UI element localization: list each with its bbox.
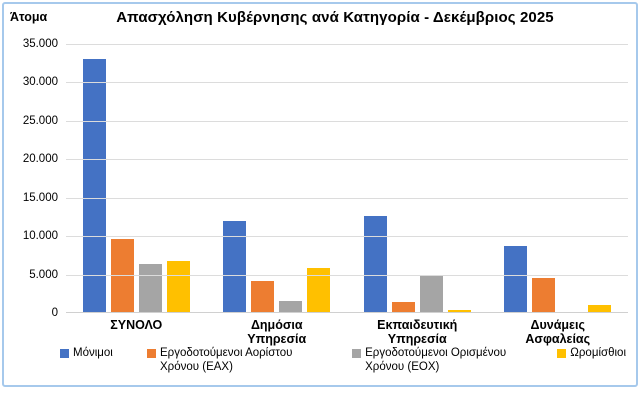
bar-Εργοδοτούμενοι Ορισμένου Χρόνου (ΕΟΧ)-ΣΥΝΟΛΟ	[138, 263, 162, 312]
bar-Μόνιμοι-Δημόσια Υπηρεσία	[223, 220, 247, 312]
y-axis-tick-label: 5.000	[29, 268, 58, 281]
legend-item: Μόνιμοι	[60, 346, 113, 360]
bar-Μόνιμοι-Δυνάμεις Ασφαλείας	[504, 246, 528, 312]
gridline	[66, 44, 628, 45]
bar-Εργοδοτούμενοι Αορίστου Χρόνου (ΕΑΧ)-Δυνάμεις Ασφαλείας	[532, 278, 556, 312]
bar-group	[207, 44, 348, 312]
legend-item: Εργοδοτούμενοι Ορισμένου Χρόνου (ΕΟΧ)	[352, 346, 523, 375]
gridline	[66, 274, 628, 276]
bar-group	[488, 44, 629, 312]
y-axis-tick-labels: 35.000 30.000 25.000 20.000 15.000 10.000 5.00…	[4, 38, 60, 319]
bar-Μόνιμοι-ΣΥΝΟΛΟ	[82, 59, 106, 312]
bar-Μόνιμοι-Εκπαιδευτική Υπηρεσία	[363, 216, 387, 312]
legend-item: Ωρομίσθιοι	[557, 346, 626, 360]
bar-Ωρομίσθιοι-Δυνάμεις Ασφαλείας	[588, 305, 612, 312]
y-axis-title: Άτομα	[10, 10, 48, 24]
bar-Εργοδοτούμενοι Αορίστου Χρόνου (ΕΑΧ)-Δημόσια Υπηρεσία	[251, 280, 275, 312]
legend-label: Εργοδοτούμενοι Ορισμένου Χρόνου (ΕΟΧ)	[365, 347, 507, 374]
category-label: Δημόσια Υπηρεσία	[247, 318, 307, 347]
gridline	[66, 236, 628, 238]
plot-area	[66, 44, 628, 313]
category-label: Εκπαιδευτική Υπηρεσία	[377, 318, 458, 347]
bar-Εργοδοτούμενοι Αορίστου Χρόνου (ΕΑΧ)-Εκπαιδευτική Υπηρεσία	[391, 302, 415, 312]
gridline	[66, 197, 628, 199]
legend-label: Μόνιμοι	[73, 347, 113, 359]
gridline	[66, 82, 628, 84]
gridline	[66, 159, 628, 161]
bar-Εργοδοτούμενοι Ορισμένου Χρόνου (ΕΟΧ)-Εκπαιδευτική Υπηρεσία	[419, 275, 443, 312]
legend-swatch-icon	[352, 349, 362, 358]
y-axis-tick-label: 0	[51, 307, 58, 319]
x-axis-category-labels: ΣΥΝΟΛΟ Δημόσια Υπηρεσία Εκπαιδευτική Υπηρε…	[66, 318, 628, 347]
bar-Ωρομίσθιοι-Εκπαιδευτική Υπηρεσία	[447, 310, 471, 312]
bar-groups	[66, 44, 628, 312]
chart-frame: Άτομα Απασχόληση Κυβέρνησης ανά Κατηγορί…	[2, 2, 638, 387]
gridline	[66, 120, 628, 122]
bar-Ωρομίσθιοι-Δημόσια Υπηρεσία	[307, 268, 331, 312]
legend: Μόνιμοι Εργοδοτούμενοι Αορίστου Χρόνου (Ε…	[60, 346, 626, 375]
chart-title: Απασχόληση Κυβέρνησης ανά Κατηγορία - Δε…	[116, 9, 554, 26]
category-label: ΣΥΝΟΛΟ	[110, 318, 163, 332]
legend-swatch-icon	[557, 349, 567, 358]
bar-Εργοδοτούμενοι Ορισμένου Χρόνου (ΕΟΧ)-Δημόσια Υπηρεσία	[279, 300, 303, 312]
y-axis-tick-label: 10.000	[22, 230, 58, 243]
legend-item: Εργοδοτούμενοι Αορίστου Χρόνου (ΕΑΧ)	[147, 346, 318, 375]
legend-label: Ωρομίσθιοι	[570, 347, 626, 359]
y-axis-tick-label: 25.000	[22, 114, 58, 127]
legend-swatch-icon	[147, 349, 156, 358]
legend-swatch-icon	[60, 349, 69, 358]
category-label: Δυνάμεις Ασφαλείας	[525, 318, 591, 347]
y-axis-tick-label: 30.000	[22, 76, 58, 89]
y-axis-tick-label: 35.000	[22, 38, 58, 50]
bar-Ωρομίσθιοι-ΣΥΝΟΛΟ	[166, 261, 190, 312]
legend-label: Εργοδοτούμενοι Αορίστου Χρόνου (ΕΑΧ)	[160, 347, 293, 374]
bar-group	[347, 44, 488, 312]
y-axis-tick-label: 15.000	[22, 191, 58, 204]
bar-group	[66, 44, 207, 312]
y-axis-tick-label: 20.000	[22, 153, 58, 166]
